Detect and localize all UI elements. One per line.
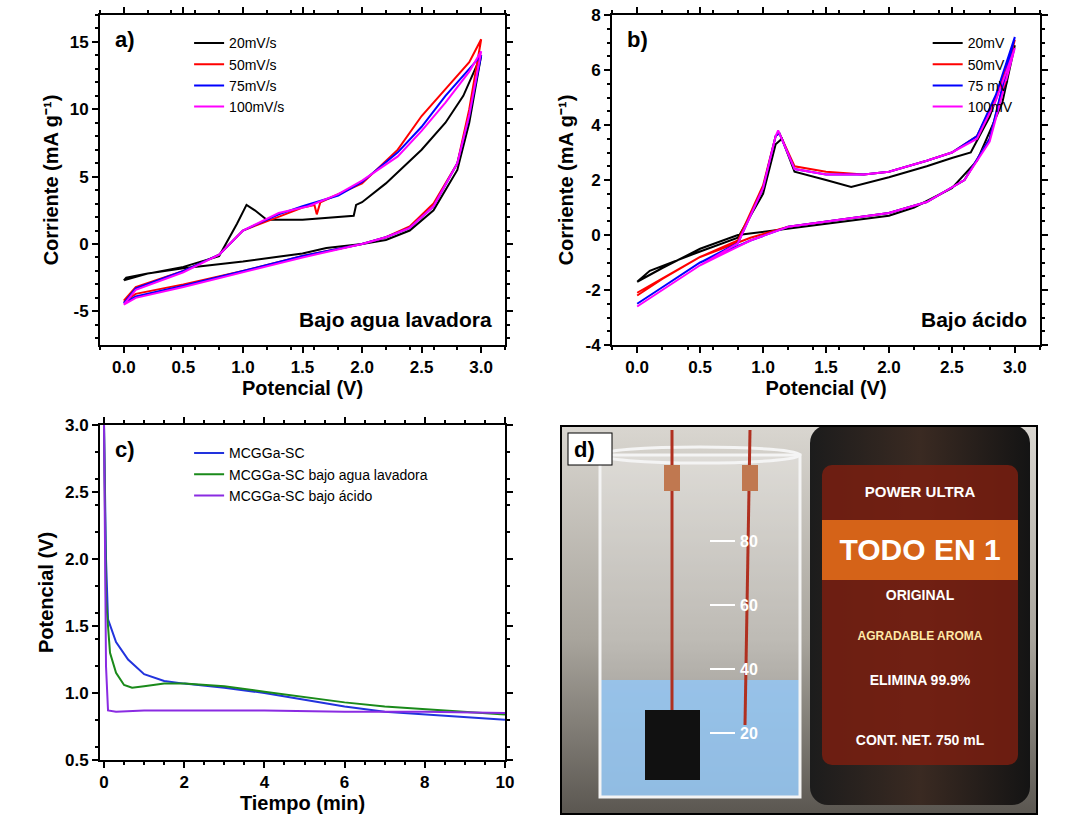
svg-text:2.0: 2.0 <box>350 358 374 377</box>
svg-text:50mV: 50mV <box>968 57 1005 73</box>
svg-text:0: 0 <box>591 226 600 245</box>
svg-text:1.5: 1.5 <box>65 617 89 636</box>
svg-text:c): c) <box>115 437 135 462</box>
svg-text:MCGGa-SC: MCGGa-SC <box>229 445 304 461</box>
svg-text:75mV/s: 75mV/s <box>229 78 276 94</box>
svg-text:60: 60 <box>740 597 758 614</box>
svg-text:3.0: 3.0 <box>469 358 493 377</box>
svg-text:20mV/s: 20mV/s <box>229 35 276 51</box>
svg-text:20: 20 <box>740 725 758 742</box>
svg-text:0.5: 0.5 <box>172 358 196 377</box>
svg-text:0.0: 0.0 <box>625 358 649 377</box>
svg-text:2.0: 2.0 <box>877 358 901 377</box>
svg-text:d): d) <box>574 437 595 462</box>
svg-text:1.5: 1.5 <box>814 358 838 377</box>
svg-text:10: 10 <box>70 100 89 119</box>
svg-text:MCGGa-SC bajo ácido: MCGGa-SC bajo ácido <box>229 488 372 504</box>
svg-text:CONT. NET. 750 mL: CONT. NET. 750 mL <box>856 732 985 748</box>
svg-text:75 mV: 75 mV <box>968 78 1009 94</box>
svg-text:ORIGINAL: ORIGINAL <box>886 587 955 603</box>
svg-text:Corriente (mA g⁻¹): Corriente (mA g⁻¹) <box>555 95 577 266</box>
svg-text:0.5: 0.5 <box>65 751 89 770</box>
svg-text:MCGGa-SC bajo agua lavadora: MCGGa-SC bajo agua lavadora <box>229 467 428 483</box>
svg-text:6: 6 <box>340 773 349 792</box>
svg-text:3.0: 3.0 <box>65 416 89 435</box>
svg-text:2: 2 <box>179 773 188 792</box>
svg-text:ELIMINA 99.9%: ELIMINA 99.9% <box>870 672 971 688</box>
svg-text:-4: -4 <box>585 336 601 355</box>
svg-text:0: 0 <box>79 235 88 254</box>
svg-text:0: 0 <box>99 773 108 792</box>
svg-text:2.0: 2.0 <box>65 550 89 569</box>
svg-text:10: 10 <box>496 773 515 792</box>
svg-text:4: 4 <box>591 116 601 135</box>
svg-text:0.0: 0.0 <box>112 358 136 377</box>
svg-text:-2: -2 <box>585 281 600 300</box>
svg-text:Bajo ácido: Bajo ácido <box>921 308 1027 331</box>
svg-text:1.0: 1.0 <box>65 684 89 703</box>
svg-text:Tiempo (min): Tiempo (min) <box>240 792 365 814</box>
svg-text:AGRADABLE AROMA: AGRADABLE AROMA <box>858 629 983 643</box>
svg-text:POWER ULTRA: POWER ULTRA <box>865 483 976 500</box>
svg-text:Corriente (mA g⁻¹): Corriente (mA g⁻¹) <box>40 95 62 266</box>
svg-text:80: 80 <box>740 533 758 550</box>
svg-text:3.0: 3.0 <box>1003 358 1027 377</box>
svg-text:8: 8 <box>420 773 429 792</box>
svg-text:1.5: 1.5 <box>291 358 315 377</box>
svg-text:Potencial (V): Potencial (V) <box>765 377 886 399</box>
svg-text:b): b) <box>627 27 648 52</box>
svg-text:0.5: 0.5 <box>688 358 712 377</box>
svg-text:1.0: 1.0 <box>751 358 775 377</box>
svg-text:Potencial (V): Potencial (V) <box>35 532 57 653</box>
svg-text:2: 2 <box>591 171 600 190</box>
svg-text:100mV: 100mV <box>968 99 1013 115</box>
svg-text:50mV/s: 50mV/s <box>229 57 276 73</box>
svg-text:6: 6 <box>591 61 600 80</box>
svg-text:5: 5 <box>79 168 88 187</box>
svg-text:8: 8 <box>591 6 600 25</box>
svg-text:2.5: 2.5 <box>940 358 964 377</box>
svg-text:1.0: 1.0 <box>231 358 255 377</box>
svg-text:TODO EN 1: TODO EN 1 <box>839 533 1000 566</box>
svg-text:20mV: 20mV <box>968 35 1005 51</box>
svg-text:40: 40 <box>740 661 758 678</box>
svg-text:Potencial (V): Potencial (V) <box>242 377 363 399</box>
svg-text:15: 15 <box>70 33 89 52</box>
svg-text:Bajo agua lavadora: Bajo agua lavadora <box>299 308 492 331</box>
svg-text:a): a) <box>115 27 135 52</box>
svg-text:2.5: 2.5 <box>65 483 89 502</box>
svg-text:2.5: 2.5 <box>410 358 434 377</box>
svg-text:-5: -5 <box>73 302 88 321</box>
svg-text:100mV/s: 100mV/s <box>229 99 284 115</box>
svg-text:4: 4 <box>260 773 270 792</box>
